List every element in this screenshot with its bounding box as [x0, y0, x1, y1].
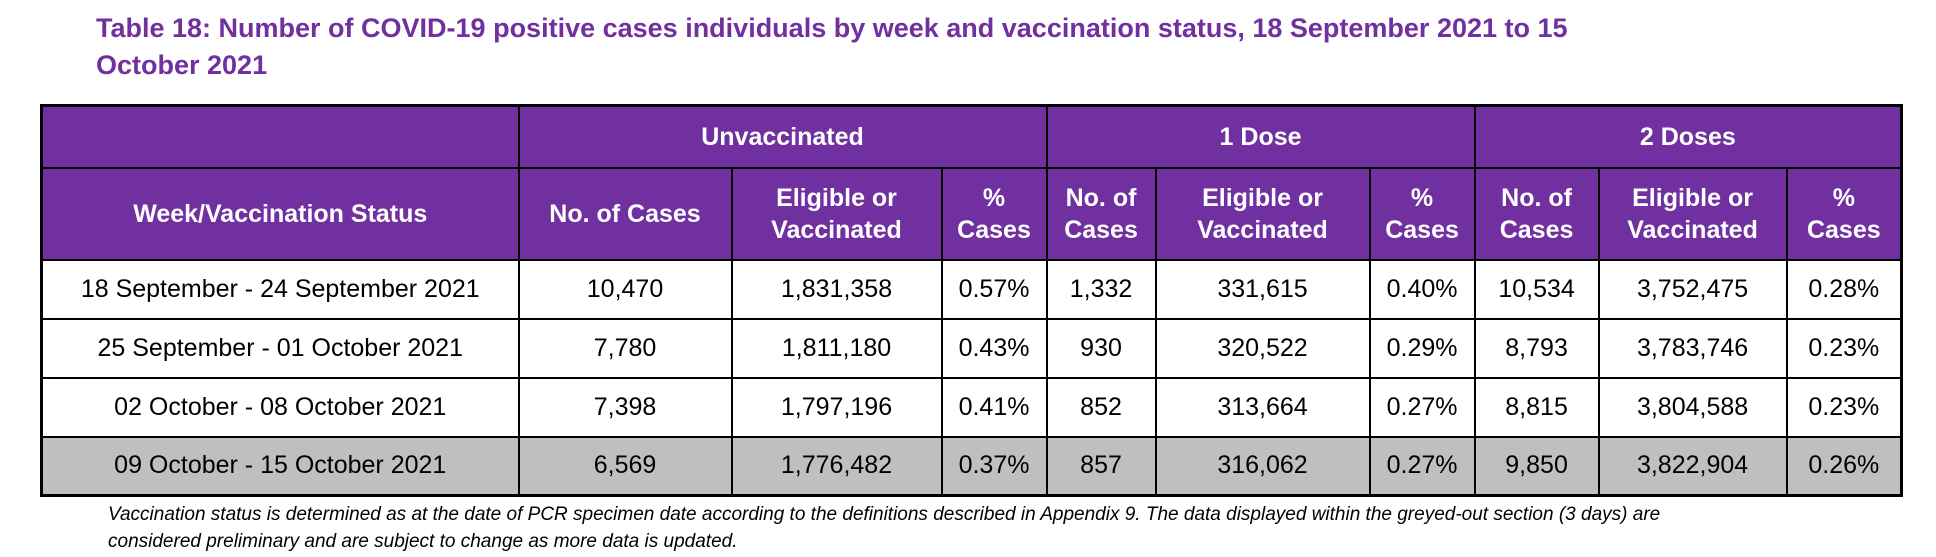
value-cell: 320,522	[1154, 317, 1371, 379]
table-title-line-2: October 2021	[96, 50, 268, 80]
week-cell: 02 October - 08 October 2021	[40, 376, 520, 438]
group-header-2-doses: 2 Doses	[1473, 104, 1903, 169]
value-cell: 8,793	[1473, 317, 1600, 379]
value-cell: 0.27%	[1368, 376, 1476, 438]
value-cell: 1,831,358	[730, 258, 943, 320]
value-cell: 0.41%	[940, 376, 1048, 438]
table-title-line-1: Table 18: Number of COVID-19 positive ca…	[96, 13, 1568, 43]
value-cell: 0.37%	[940, 435, 1048, 497]
value-cell: 10,534	[1473, 258, 1600, 320]
column-header-unvaccinated-no-of-cases: No. of Cases	[517, 166, 733, 261]
week-cell: 18 September - 24 September 2021	[40, 258, 520, 320]
group-header-1-dose: 1 Dose	[1045, 104, 1476, 169]
footnote: Vaccination status is determined as at t…	[108, 501, 1808, 555]
value-cell: 1,797,196	[730, 376, 943, 438]
column-header-unvaccinated-pct-cases: % Cases	[940, 166, 1048, 261]
week-cell: 09 October - 15 October 2021	[40, 435, 520, 497]
value-cell: 0.28%	[1785, 258, 1903, 320]
value-cell: 857	[1045, 435, 1157, 497]
table-row-week-1: 18 September - 24 September 2021 10,470 …	[40, 258, 1903, 320]
value-cell: 7,398	[517, 376, 733, 438]
value-cell: 0.26%	[1785, 435, 1903, 497]
group-header-row: Unvaccinated 1 Dose 2 Doses	[40, 104, 1903, 169]
column-header-row: Week/Vaccination Status No. of Cases Eli…	[40, 166, 1903, 261]
column-header-1-dose-no-of-cases: No. of Cases	[1045, 166, 1157, 261]
footnote-line-1: Vaccination status is determined as at t…	[108, 504, 1661, 525]
column-header-2-doses-eligible-or-vaccinated: Eligible or Vaccinated	[1597, 166, 1788, 261]
value-cell: 0.40%	[1368, 258, 1476, 320]
value-cell: 1,776,482	[730, 435, 943, 497]
value-cell: 0.23%	[1785, 317, 1903, 379]
value-cell: 0.23%	[1785, 376, 1903, 438]
table-row-week-3: 02 October - 08 October 2021 7,398 1,797…	[40, 376, 1903, 438]
value-cell: 852	[1045, 376, 1157, 438]
column-header-2-doses-pct-cases: % Cases	[1785, 166, 1903, 261]
group-header-unvaccinated: Unvaccinated	[517, 104, 1048, 169]
value-cell: 930	[1045, 317, 1157, 379]
value-cell: 331,615	[1154, 258, 1371, 320]
value-cell: 1,811,180	[730, 317, 943, 379]
value-cell: 3,804,588	[1597, 376, 1788, 438]
value-cell: 6,569	[517, 435, 733, 497]
value-cell: 7,780	[517, 317, 733, 379]
column-header-1-dose-eligible-or-vaccinated: Eligible or Vaccinated	[1154, 166, 1371, 261]
table-title: Table 18: Number of COVID-19 positive ca…	[96, 10, 1856, 84]
value-cell: 10,470	[517, 258, 733, 320]
covid-cases-by-vaccination-status-table: Unvaccinated 1 Dose 2 Doses Week/Vaccina…	[40, 104, 1904, 497]
table-row-week-2: 25 September - 01 October 2021 7,780 1,8…	[40, 317, 1903, 379]
value-cell: 0.57%	[940, 258, 1048, 320]
footnote-line-2: considered preliminary and are subject t…	[108, 531, 738, 552]
value-cell: 3,822,904	[1597, 435, 1788, 497]
table-row-week-4-preliminary: 09 October - 15 October 2021 6,569 1,776…	[40, 435, 1903, 497]
value-cell: 0.27%	[1368, 435, 1476, 497]
column-header-1-dose-pct-cases: % Cases	[1368, 166, 1476, 261]
value-cell: 1,332	[1045, 258, 1157, 320]
value-cell: 313,664	[1154, 376, 1371, 438]
value-cell: 316,062	[1154, 435, 1371, 497]
column-header-2-doses-no-of-cases: No. of Cases	[1473, 166, 1600, 261]
value-cell: 0.29%	[1368, 317, 1476, 379]
column-header-week-vaccination-status: Week/Vaccination Status	[40, 166, 520, 261]
value-cell: 3,783,746	[1597, 317, 1788, 379]
value-cell: 0.43%	[940, 317, 1048, 379]
value-cell: 8,815	[1473, 376, 1600, 438]
corner-cell	[40, 104, 520, 169]
value-cell: 9,850	[1473, 435, 1600, 497]
week-cell: 25 September - 01 October 2021	[40, 317, 520, 379]
value-cell: 3,752,475	[1597, 258, 1788, 320]
column-header-unvaccinated-eligible-or-vaccinated: Eligible or Vaccinated	[730, 166, 943, 261]
